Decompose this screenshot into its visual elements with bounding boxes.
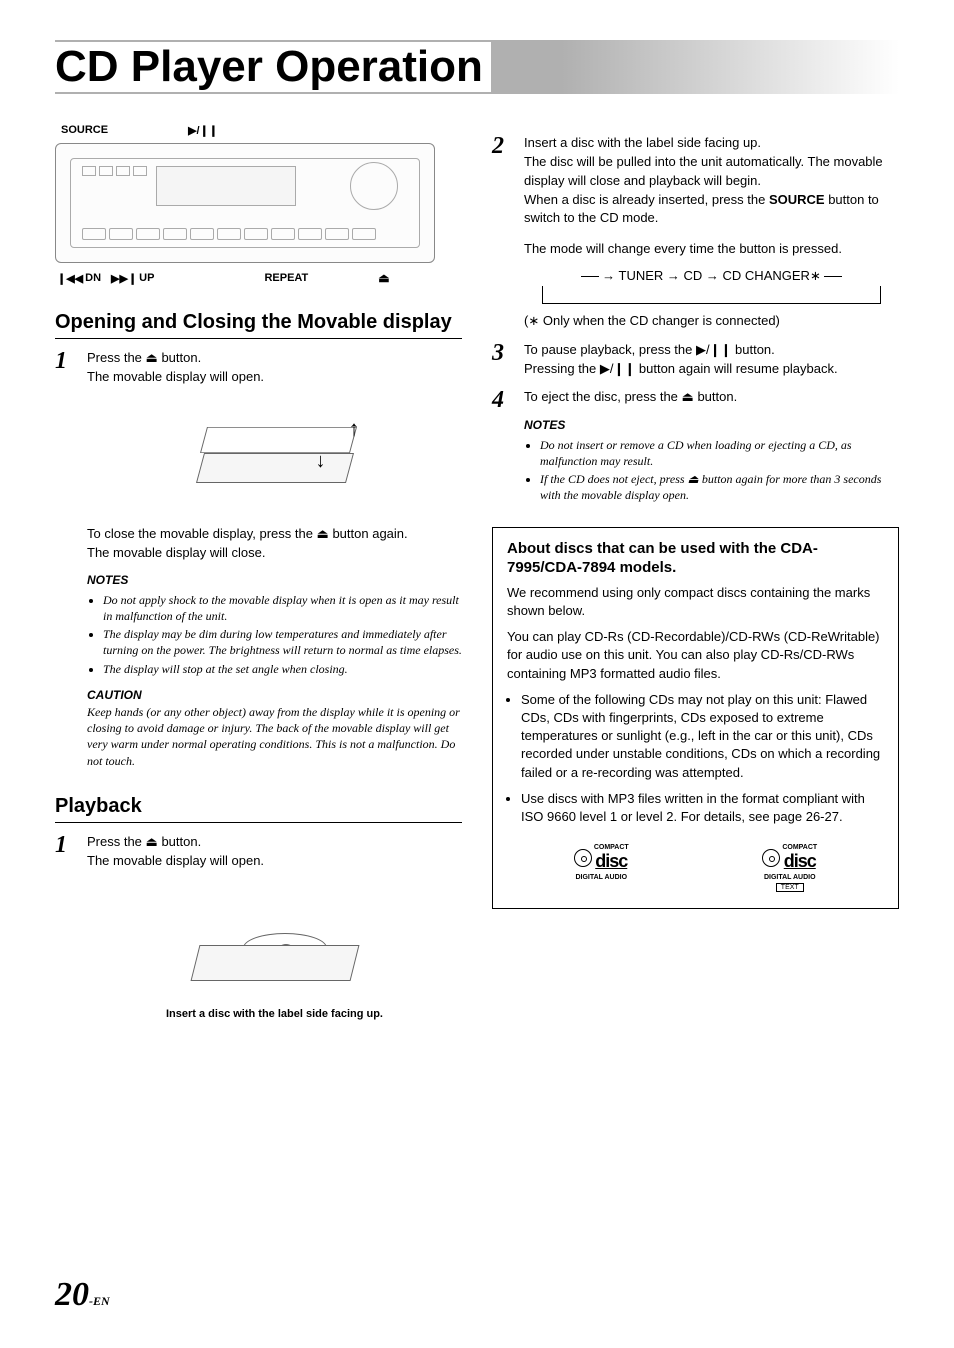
box-title: About discs that can be used with the CD… (507, 540, 884, 578)
text: Press the (87, 350, 146, 365)
cd-text-logo: COMPACT disc DIGITAL AUDIO TEXT (762, 844, 817, 892)
asterisk: ∗ (810, 268, 821, 283)
main-title-bar: CD Player Operation (55, 40, 899, 94)
notes-heading: NOTES (524, 417, 899, 434)
text: Insert a disc with the label side facing… (524, 134, 899, 153)
step-num: 1 (55, 833, 77, 1023)
source-bold: SOURCE (769, 192, 825, 207)
arrow-up-icon: ↑ (349, 413, 360, 445)
step-playback-4: 4 To eject the disc, press the ⏏ button.… (492, 388, 899, 505)
note-item: Do not apply shock to the movable displa… (103, 592, 462, 624)
text: button again. (329, 526, 408, 541)
notes-list: Do not insert or remove a CD when loadin… (524, 437, 899, 504)
box-para: We recommend using only compact discs co… (507, 584, 884, 620)
text: Press the (87, 834, 146, 849)
step-playback-1: 1 Press the ⏏ button. The movable displa… (55, 833, 462, 1023)
list-item: Use discs with MP3 files written in the … (521, 790, 884, 826)
right-column: 2 Insert a disc with the label side faci… (492, 124, 899, 1022)
label-dn: DN (85, 272, 101, 284)
text: The movable display will close. (87, 544, 462, 563)
eject-icon: ⏏ (146, 350, 158, 365)
label-repeat: REPEAT (264, 272, 308, 284)
caution-heading: CAUTION (87, 687, 462, 704)
note-item: Do not insert or remove a CD when loadin… (540, 437, 899, 469)
text: button. (731, 342, 774, 357)
step-num: 1 (55, 349, 77, 769)
logo-compact: COMPACT (594, 844, 629, 851)
box-bullets: Some of the following CDs may not play o… (507, 691, 884, 826)
mode-sequence: → TUNER → CD → CD CHANGER (602, 268, 810, 283)
arrow-down-icon: ↓ (316, 447, 326, 476)
page-num-big: 20 (55, 1276, 89, 1313)
playpause-icon: ▶/❙❙ (600, 361, 635, 376)
cd-digital-audio-logo: COMPACT disc DIGITAL AUDIO (574, 844, 629, 892)
step-num: 3 (492, 341, 514, 379)
asterisk: ∗ (528, 313, 539, 328)
main-title: CD Player Operation (55, 42, 491, 92)
logo-text: TEXT (776, 883, 804, 892)
text: To close the movable display, press the (87, 526, 317, 541)
label-up: UP (139, 272, 154, 284)
text: button. (158, 834, 201, 849)
text: button. (694, 389, 737, 404)
label-playpause: ▶/❙❙ (188, 124, 218, 137)
logo-disc: disc (782, 851, 817, 872)
about-discs-box: About discs that can be used with the CD… (492, 527, 899, 909)
step-playback-3: 3 To pause playback, press the ▶/❙❙ butt… (492, 341, 899, 379)
logo-compact: COMPACT (782, 844, 817, 851)
text: The movable display will open. (87, 368, 462, 387)
step-playback-2: 2 Insert a disc with the label side faci… (492, 134, 899, 331)
logo-disc: disc (594, 851, 629, 872)
section-opening-title: Opening and Closing the Movable display (55, 311, 462, 339)
step-num: 2 (492, 134, 514, 331)
note-item: If the CD does not eject, press ⏏ button… (540, 471, 899, 503)
text: The disc will be pulled into the unit au… (524, 153, 899, 191)
playpause-icon: ▶/❙❙ (696, 342, 731, 357)
notes-heading: NOTES (87, 572, 462, 589)
page-lang: -EN (89, 1294, 110, 1308)
mode-sequence-box: → TUNER → CD → CD CHANGER∗ (524, 267, 899, 304)
device-diagram: SOURCE ▶/❙❙ ❙◀◀ DN ▶▶❙ (55, 124, 462, 285)
device-outline (55, 143, 435, 263)
notes-list: Do not apply shock to the movable displa… (87, 592, 462, 677)
open-display-diagram: ↑ ↓ (190, 403, 360, 513)
prev-icon: ❙◀◀ (57, 272, 83, 285)
eject-icon: ⏏ (317, 526, 329, 541)
note-item: The display may be dim during low temper… (103, 626, 462, 658)
page-number: 20-EN (55, 1276, 110, 1314)
note-item: The display will stop at the set angle w… (103, 661, 462, 677)
box-para: You can play CD-Rs (CD-Recordable)/CD-RW… (507, 628, 884, 683)
logo-digital: DIGITAL AUDIO (762, 874, 817, 881)
text: Only when the CD changer is connected) (539, 313, 780, 328)
cd-logo-row: COMPACT disc DIGITAL AUDIO COMPACT disc (507, 844, 884, 892)
step-opening-1: 1 Press the ⏏ button. The movable displa… (55, 349, 462, 769)
text: When a disc is already inserted, press t… (524, 192, 769, 207)
next-icon: ▶▶❙ (111, 272, 137, 285)
label-source: SOURCE (61, 124, 108, 137)
text: The movable display will open. (87, 852, 462, 871)
text: Pressing the (524, 361, 600, 376)
left-column: SOURCE ▶/❙❙ ❙◀◀ DN ▶▶❙ (55, 124, 462, 1022)
text: button. (158, 350, 201, 365)
caution-text: Keep hands (or any other object) away fr… (87, 704, 462, 769)
list-item: Some of the following CDs may not play o… (521, 691, 884, 782)
section-playback-title: Playback (55, 795, 462, 823)
eject-icon: ⏏ (682, 389, 694, 404)
eject-icon: ⏏ (378, 271, 389, 285)
text: To pause playback, press the (524, 342, 696, 357)
text: To eject the disc, press the (524, 389, 682, 404)
text: The mode will change every time the butt… (524, 240, 899, 259)
insert-disc-diagram (175, 881, 375, 1001)
diagram-caption: Insert a disc with the label side facing… (87, 1007, 462, 1023)
step-num: 4 (492, 388, 514, 505)
eject-icon: ⏏ (146, 834, 158, 849)
logo-digital: DIGITAL AUDIO (574, 874, 629, 881)
text: button again will resume playback. (635, 361, 837, 376)
